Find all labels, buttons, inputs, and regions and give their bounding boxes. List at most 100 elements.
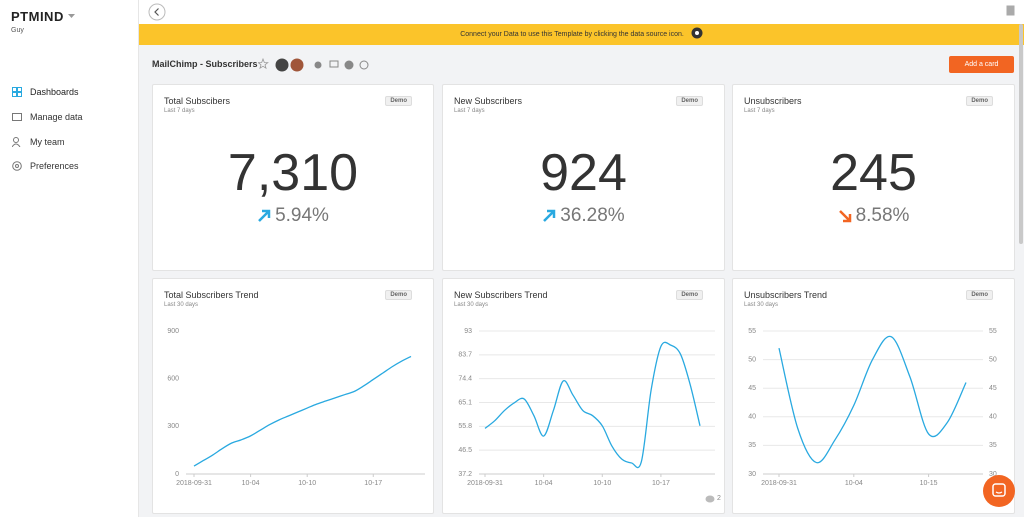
y-tick-label: 300 xyxy=(167,423,179,430)
trend-arrow xyxy=(258,209,271,222)
y-tick-label: 55 xyxy=(748,328,756,335)
card-title: Unsubscribers Trend xyxy=(744,290,828,300)
y2-tick-label: 40 xyxy=(989,414,997,421)
dashboard-title: MailChimp - Subscribers xyxy=(152,59,258,69)
banner-text: Connect your Data to use this Template b… xyxy=(460,31,684,38)
y-tick-label: 74.4 xyxy=(458,376,472,383)
card-period: Last 7 days xyxy=(454,108,485,114)
banner: Connect your Data to use this Template b… xyxy=(139,24,1024,45)
kpi-value: 7,310 xyxy=(227,144,359,202)
card-period: Last 30 days xyxy=(454,302,489,308)
kpi-change: 8.58% xyxy=(733,205,1014,227)
card-title: New Subscribers xyxy=(454,96,523,106)
y-tick-label: 600 xyxy=(167,376,179,383)
card-title: Total Subscribers Trend xyxy=(164,290,259,300)
x-tick-label: 10-10 xyxy=(298,480,316,487)
demo-badge: Demo xyxy=(966,290,993,300)
y2-tick-label: 30 xyxy=(989,471,997,478)
trend-arrow xyxy=(838,210,851,223)
demo-badge: Demo xyxy=(676,290,703,300)
card-title: Total Subscibers xyxy=(164,96,231,106)
demo-badge: Demo xyxy=(385,96,412,106)
y-tick-label: 65.1 xyxy=(458,399,472,406)
sidebar: PTMIND Guy Dashboards Manage data My tea… xyxy=(0,0,139,517)
x-tick-label: 10-17 xyxy=(652,480,670,487)
nav-icon xyxy=(12,113,22,121)
line-series xyxy=(778,335,967,464)
y-tick-label: 93 xyxy=(464,328,472,335)
card-period: Last 30 days xyxy=(164,302,199,308)
y2-tick-label: 50 xyxy=(989,356,997,363)
demo-badge: Demo xyxy=(385,290,412,300)
kpi-change-text: 36.28% xyxy=(560,205,625,226)
y-tick-label: 37.2 xyxy=(458,471,472,478)
comment-icon xyxy=(705,495,715,503)
line-series xyxy=(484,341,701,469)
kpi-change-text: 8.58% xyxy=(855,205,910,226)
data-source-icon[interactable] xyxy=(691,27,703,39)
card-title: New Subscribers Trend xyxy=(454,290,548,300)
y-tick-label: 30 xyxy=(748,471,756,478)
kpi-change: 5.94% xyxy=(153,205,433,227)
nav-item[interactable]: Preferences xyxy=(30,161,79,171)
y2-tick-label: 45 xyxy=(989,385,997,392)
kpi-value: 924 xyxy=(540,144,627,202)
chart: 37.2 46.5 55.8 65.1 74.4 83.7 93 2018-09-31 10-0… xyxy=(458,328,715,487)
brand[interactable]: PTMIND xyxy=(11,9,64,24)
brand-caret xyxy=(68,14,75,18)
card-title: Unsubscribers xyxy=(744,96,802,106)
line-series xyxy=(193,355,412,467)
chat-button[interactable] xyxy=(983,475,1015,507)
chart-card: New Subscribers Trend Last 30 days Demo … xyxy=(442,278,725,514)
x-tick-label: 10-04 xyxy=(242,480,260,487)
y2-tick-label: 55 xyxy=(989,328,997,335)
chart-card: Unsubscribers Trend Last 30 days Demo 30… xyxy=(732,278,1015,514)
y-tick-label: 50 xyxy=(748,356,756,363)
x-tick-label: 10-04 xyxy=(535,480,553,487)
x-tick-label: 10-15 xyxy=(920,480,938,487)
y-tick-label: 900 xyxy=(167,328,179,335)
user-name: Guy xyxy=(11,27,24,34)
nav-icon xyxy=(12,87,22,97)
kpi-value: 245 xyxy=(830,144,917,202)
nav-icon xyxy=(12,137,21,147)
add-card-button[interactable]: Add a card xyxy=(949,56,1014,73)
demo-badge: Demo xyxy=(676,96,703,106)
book-icon[interactable] xyxy=(1006,5,1016,16)
y-tick-label: 40 xyxy=(748,414,756,421)
y-tick-label: 35 xyxy=(748,442,756,449)
x-tick-label: 10-04 xyxy=(845,480,863,487)
toolbar-icons xyxy=(258,58,369,72)
kpi-change: 36.28% xyxy=(443,205,724,227)
nav-item[interactable]: My team xyxy=(30,137,65,147)
card-period: Last 30 days xyxy=(744,302,779,308)
chart: 0 300 600 900 2018-09-31 10-04 10-10 10-17 xyxy=(167,328,425,487)
chat-icon xyxy=(992,483,1006,497)
x-tick-label: 10-10 xyxy=(593,480,611,487)
kpi-change-text: 5.94% xyxy=(275,205,329,226)
y-tick-label: 0 xyxy=(175,471,179,478)
x-tick-label: 10-17 xyxy=(364,480,382,487)
kpi-card: Total Subscibers Last 7 days Demo 7,310 … xyxy=(152,84,434,271)
y-tick-label: 46.5 xyxy=(458,447,472,454)
scrollbar[interactable] xyxy=(1019,24,1023,244)
card-period: Last 7 days xyxy=(164,108,195,114)
kpi-card: New Subscribers Last 7 days Demo 924 36.… xyxy=(442,84,725,271)
kpi-card: Unsubscribers Last 7 days Demo 245 8.58% xyxy=(732,84,1015,271)
nav-item[interactable]: Manage data xyxy=(30,112,83,122)
trend-arrow xyxy=(543,209,556,222)
nav-icon xyxy=(12,161,22,171)
x-tick-label: 2018-09-31 xyxy=(176,480,212,487)
x-tick-label: 2018-09-31 xyxy=(761,480,797,487)
comment-count[interactable]: 2 xyxy=(717,495,721,502)
nav-item[interactable]: Dashboards xyxy=(30,87,79,97)
chart: 30 35 40 45 50 55 30 35 40 45 50 55 2018-09-31 10-04 1… xyxy=(748,328,997,487)
card-period: Last 7 days xyxy=(744,108,775,114)
demo-badge: Demo xyxy=(966,96,993,106)
y2-tick-label: 35 xyxy=(989,442,997,449)
chart-card: Total Subscribers Trend Last 30 days Dem… xyxy=(152,278,434,514)
x-tick-label: 2018-09-31 xyxy=(467,480,503,487)
y-tick-label: 83.7 xyxy=(458,352,472,359)
back-button[interactable] xyxy=(148,3,166,21)
